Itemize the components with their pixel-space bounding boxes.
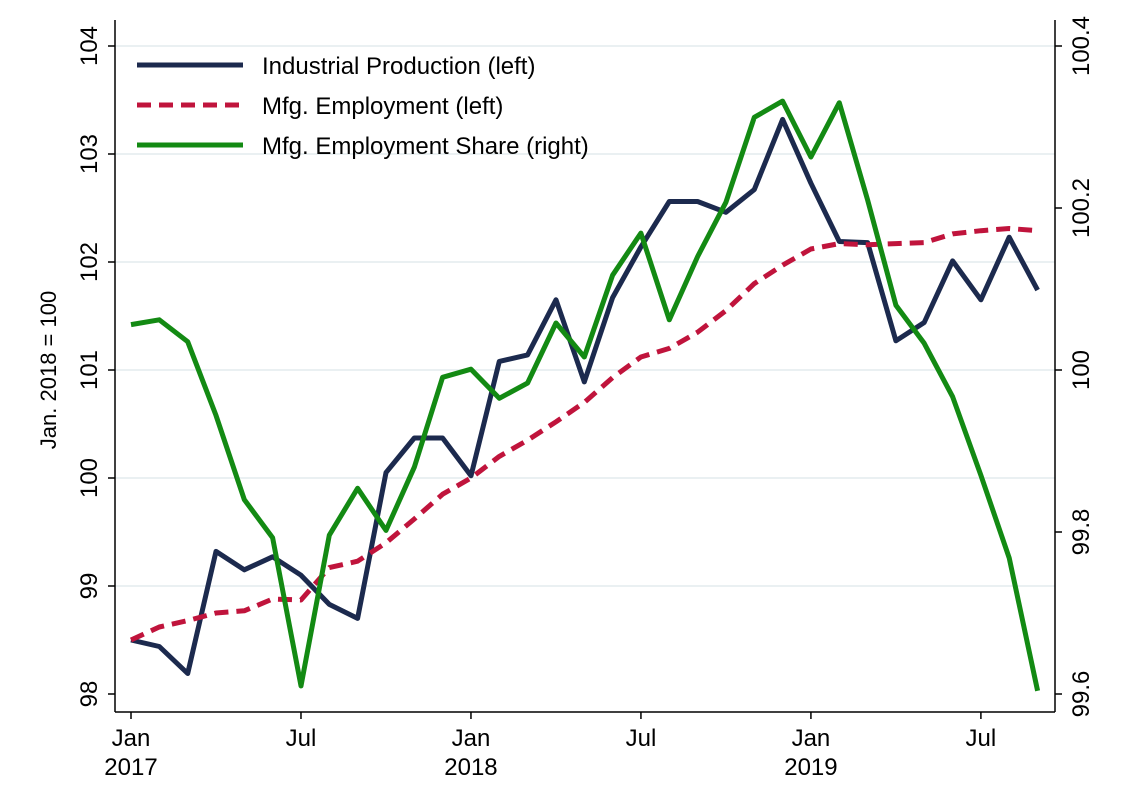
x-tick-year: 2018 [444, 754, 497, 781]
x-tick-label: Jan [792, 725, 831, 752]
y-right-tick-label: 99.6 [1068, 671, 1095, 718]
y-tick-label: 99 [76, 573, 103, 600]
x-tick-label: Jul [286, 725, 317, 752]
legend-label: Mfg. Employment (left) [262, 93, 503, 120]
x-tick-label: Jul [966, 725, 997, 752]
y-tick-label: 100 [76, 458, 103, 498]
x-tick-year: 2019 [784, 754, 837, 781]
series-line-0 [130, 116, 1040, 676]
y-right-tick-label: 100.4 [1068, 16, 1095, 76]
y-right-tick-label: 100.2 [1068, 178, 1095, 238]
series-line-2 [130, 98, 1041, 692]
legend-label: Mfg. Employment Share (right) [262, 133, 589, 160]
y-axis-label: Jan. 2018 = 100 [36, 291, 61, 449]
y-tick-label: 102 [76, 242, 103, 282]
series-line-1 [129, 226, 1038, 643]
legend-label: Industrial Production (left) [262, 53, 535, 80]
y-tick-label: 101 [76, 350, 103, 390]
x-tick-label: Jan [112, 725, 151, 752]
y-tick-label: 104 [76, 26, 103, 66]
y-right-tick-label: 99.8 [1068, 509, 1095, 556]
x-tick-year: 2017 [104, 754, 157, 781]
y-tick-label: 98 [76, 681, 103, 708]
x-tick-label: Jan [452, 725, 491, 752]
y-tick-label: 103 [76, 134, 103, 174]
y-right-tick-label: 100 [1068, 350, 1095, 390]
x-tick-label: Jul [626, 725, 657, 752]
